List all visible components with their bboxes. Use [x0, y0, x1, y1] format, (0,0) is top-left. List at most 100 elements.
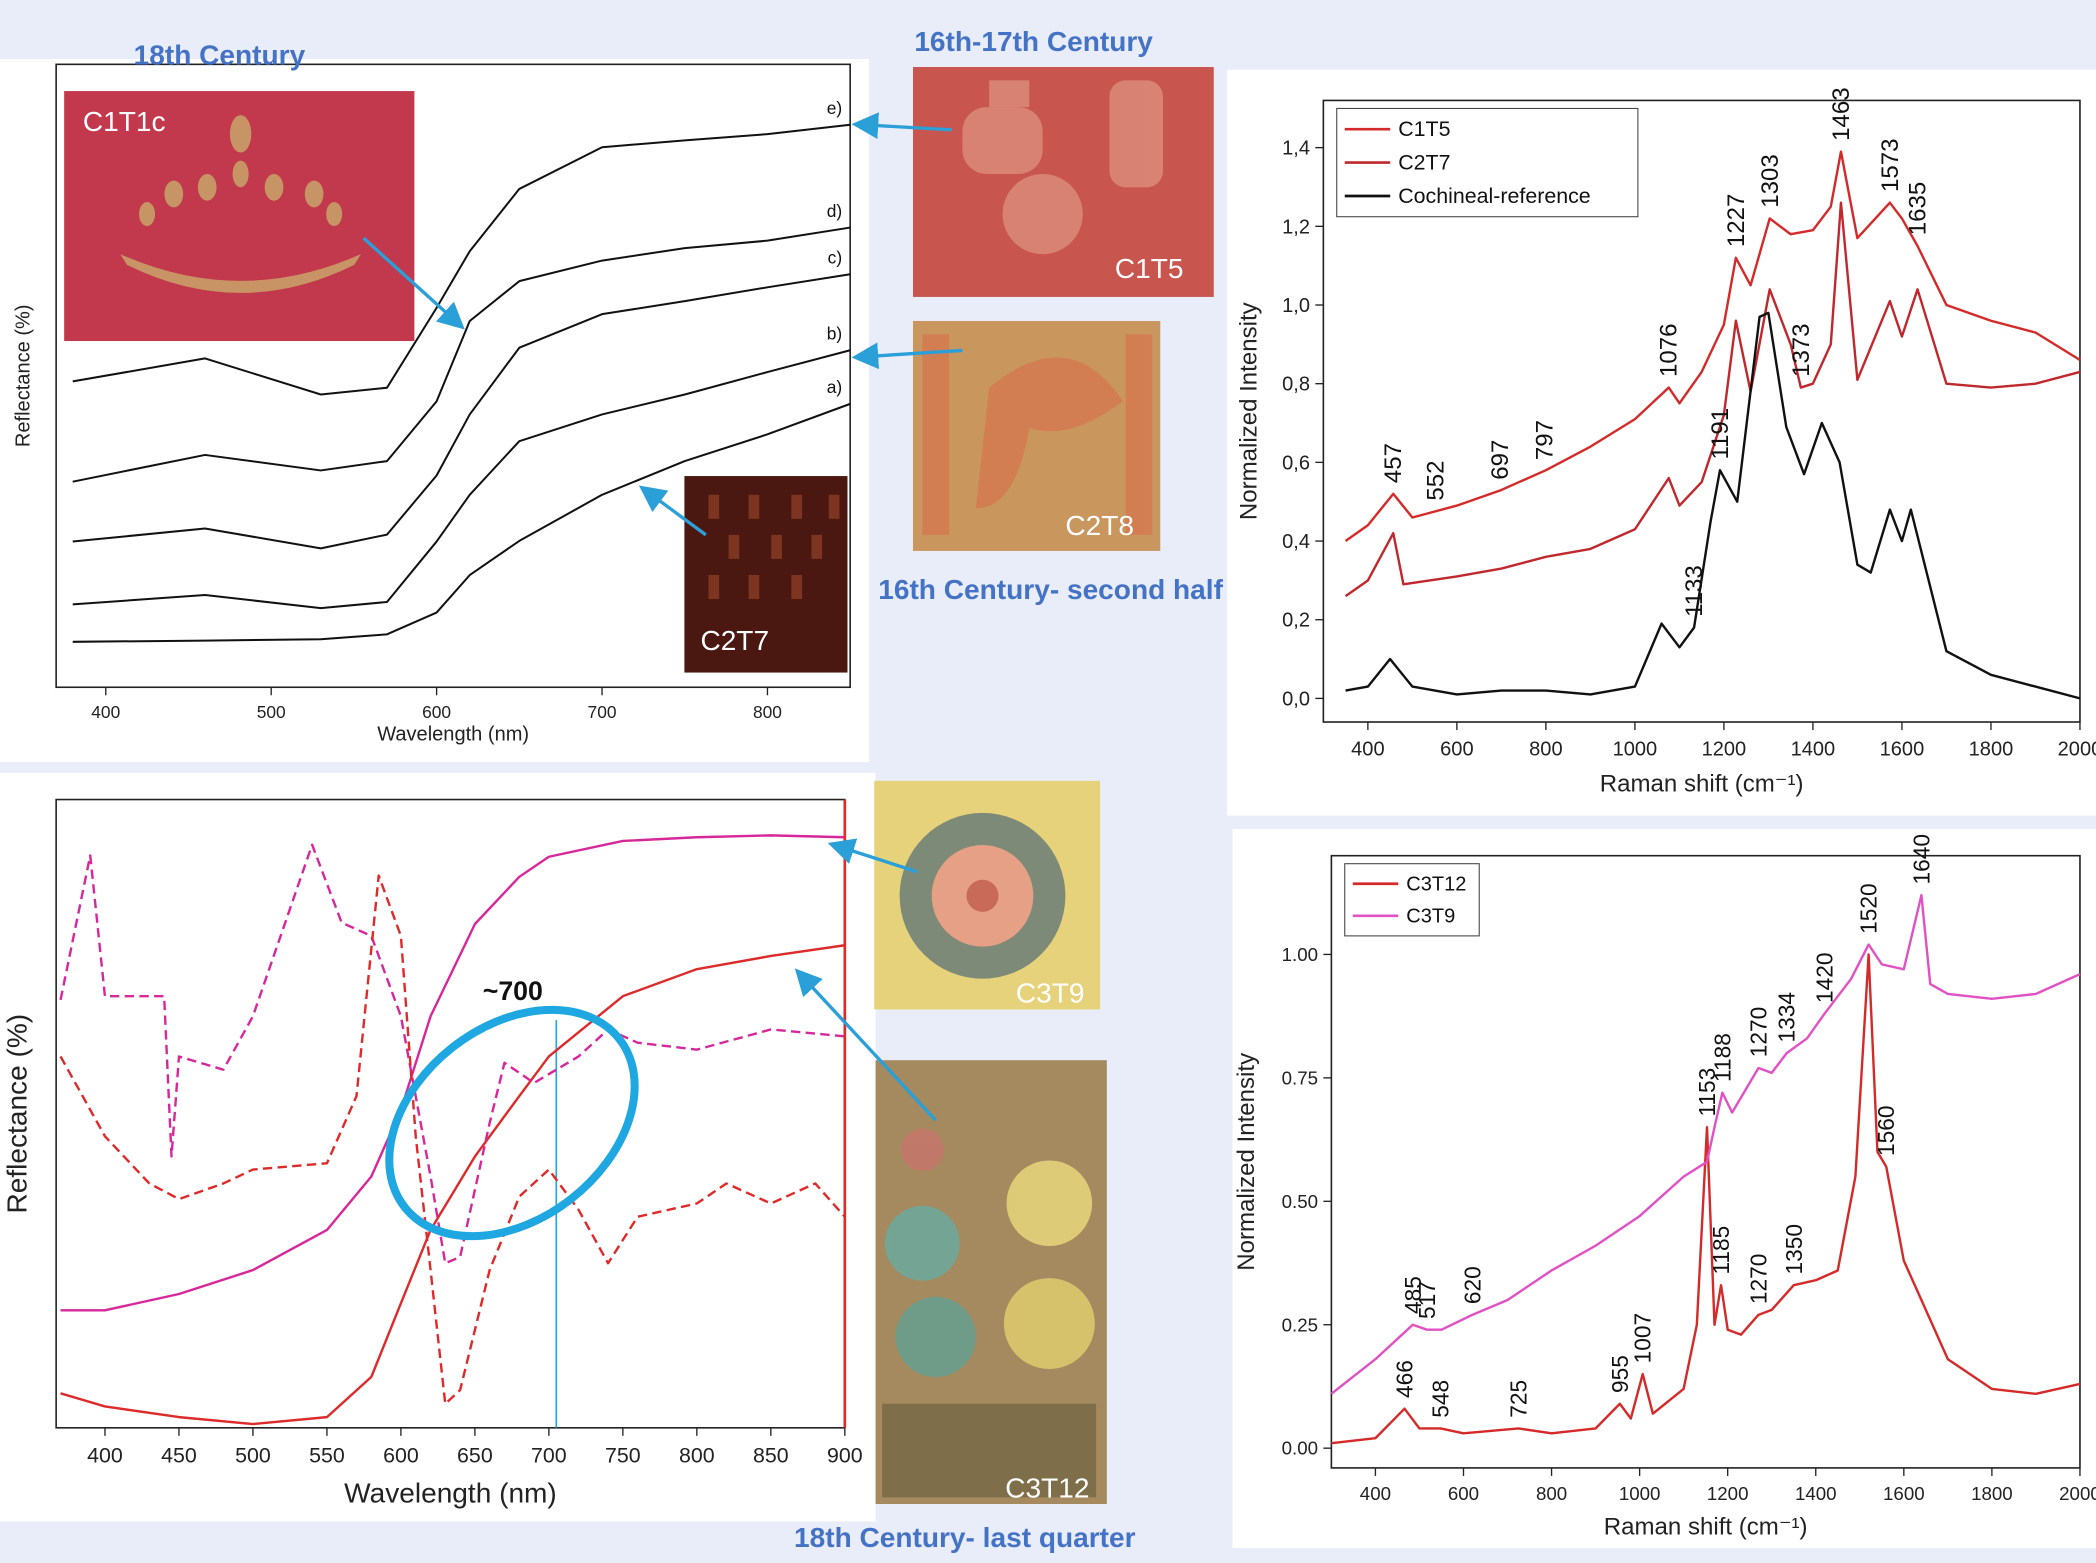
x-tick-label: 1400	[1791, 738, 1836, 760]
peak-label: 1520	[1856, 883, 1882, 934]
x-tick-label: 500	[257, 702, 286, 722]
x-tick-label: 1400	[1795, 1483, 1837, 1504]
y-tick-label: 0,2	[1282, 610, 1310, 632]
series-end-label: b)	[827, 324, 842, 344]
photo: C1T1c	[64, 91, 414, 341]
caption: 18th Century- last quarter	[794, 1522, 1136, 1553]
peak-label: 1133	[1681, 565, 1708, 617]
series-end-label: c)	[828, 248, 842, 268]
x-tick-label: 400	[91, 702, 120, 722]
peak-label: 697	[1487, 440, 1514, 480]
photo-label: C1T5	[1115, 253, 1184, 284]
photo-label: C2T7	[700, 625, 769, 656]
y-tick-label: 0.25	[1282, 1314, 1318, 1335]
caption-box: 16th Century- second half	[878, 572, 1223, 658]
x-tick-label: 1000	[1613, 738, 1658, 760]
x-tick-label: 850	[753, 1444, 789, 1468]
x-tick-label: 550	[309, 1444, 345, 1468]
x-tick-label: 450	[161, 1444, 197, 1468]
photo-label: C3T9	[1016, 978, 1085, 1009]
legend-label: Cochineal-reference	[1398, 184, 1590, 208]
x-tick-label: 1800	[1971, 1483, 2013, 1504]
x-tick-label: 1000	[1619, 1483, 1661, 1504]
y-tick-label: 0,8	[1282, 374, 1310, 396]
x-tick-label: 400	[1351, 738, 1384, 760]
caption: 18th Century	[134, 39, 306, 70]
peak-label: 552	[1423, 460, 1450, 500]
y-tick-label: 1,2	[1282, 216, 1310, 238]
annotation: ~700	[483, 976, 543, 1006]
peak-label: 1227	[1723, 194, 1750, 248]
peak-label: 1188	[1709, 1033, 1735, 1082]
x-axis-label: Raman shift (cm⁻¹)	[1604, 1514, 1808, 1541]
peak-label: 1463	[1828, 87, 1855, 141]
peak-label: 1560	[1873, 1105, 1899, 1156]
photo: C1T5	[913, 67, 1214, 297]
x-tick-label: 800	[679, 1444, 715, 1468]
x-tick-label: 800	[1529, 738, 1562, 760]
y-tick-label: 1,0	[1282, 295, 1310, 317]
x-tick-label: 400	[87, 1444, 123, 1468]
peak-label: 1334	[1774, 992, 1800, 1043]
series-end-label: a)	[827, 377, 842, 397]
y-tick-label: 0.75	[1282, 1067, 1318, 1088]
peak-label: 1640	[1908, 834, 1934, 885]
photo: C3T12	[876, 1060, 1107, 1504]
peak-label: 1373	[1788, 323, 1815, 377]
peak-label: 620	[1459, 1266, 1485, 1304]
peak-label: 1573	[1877, 139, 1904, 193]
x-tick-label: 1200	[1702, 738, 1747, 760]
y-tick-label: 0,0	[1282, 688, 1310, 710]
y-tick-label: 0.50	[1282, 1191, 1318, 1212]
legend-label: C1T5	[1398, 117, 1450, 141]
series-end-label: e)	[827, 98, 842, 118]
peak-label: 797	[1532, 420, 1559, 460]
photo: C2T7	[684, 476, 847, 673]
peak-label: 1303	[1757, 154, 1784, 208]
peak-label: 457	[1380, 443, 1407, 483]
y-axis-label: Reflectance (%)	[12, 304, 34, 447]
peak-label: 1185	[1708, 1226, 1734, 1275]
peak-label: 1420	[1812, 952, 1838, 1003]
legend-label: C3T9	[1406, 905, 1455, 927]
caption: 16th-17th Century	[914, 26, 1153, 57]
peak-label: 1007	[1630, 1313, 1656, 1364]
x-tick-label: 600	[1440, 738, 1473, 760]
series-end-label: d)	[827, 201, 842, 221]
y-tick-label: 0,4	[1282, 531, 1310, 553]
y-tick-label: 1.00	[1282, 944, 1318, 965]
y-tick-label: 0.00	[1282, 1438, 1318, 1459]
legend-label: C3T12	[1406, 873, 1466, 895]
x-tick-label: 1600	[1880, 738, 1925, 760]
y-axis-label: Normalized Intensity	[1233, 1053, 1260, 1271]
photo-label: C2T8	[1065, 510, 1134, 541]
page: {"captions": ["18th Century", "16th-17th…	[0, 0, 2096, 1563]
peak-label: 517	[1414, 1281, 1440, 1319]
x-tick-label: 800	[1536, 1483, 1567, 1504]
x-tick-label: 1600	[1883, 1483, 1925, 1504]
photo: C2T8	[913, 321, 1160, 551]
photo: C3T9	[874, 781, 1100, 1010]
y-axis-label: Reflectance (%)	[2, 1014, 33, 1214]
peak-label: 466	[1392, 1360, 1418, 1398]
peak-label: 1191	[1707, 408, 1734, 460]
caption: 16th Century- second half	[878, 572, 1223, 609]
y-tick-label: 1,4	[1282, 138, 1310, 160]
y-tick-label: 0,6	[1282, 452, 1310, 474]
legend-label: C2T7	[1398, 151, 1450, 175]
x-tick-label: 500	[235, 1444, 271, 1468]
photo-label: C1T1c	[83, 106, 166, 137]
x-axis-label: Raman shift (cm⁻¹)	[1600, 771, 1804, 798]
peak-label: 548	[1428, 1380, 1454, 1418]
peak-label: 725	[1506, 1380, 1532, 1418]
photo-label: C3T12	[1005, 1472, 1089, 1503]
peak-label: 1635	[1905, 182, 1932, 236]
x-tick-label: 600	[1448, 1483, 1479, 1504]
x-tick-label: 400	[1360, 1483, 1391, 1504]
x-tick-label: 700	[531, 1444, 567, 1468]
x-tick-label: 700	[588, 702, 617, 722]
x-tick-label: 650	[457, 1444, 493, 1468]
x-tick-label: 900	[827, 1444, 863, 1468]
